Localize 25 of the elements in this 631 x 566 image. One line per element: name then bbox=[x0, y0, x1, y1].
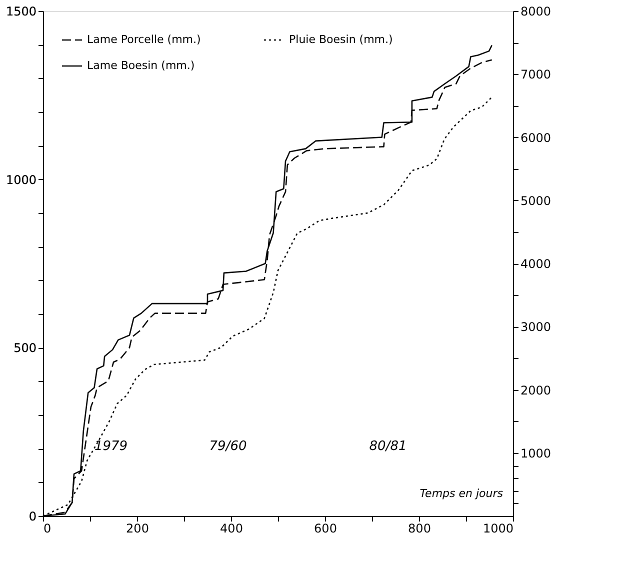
y-tick-label: 0 bbox=[28, 510, 36, 524]
y-tick-label: 500 bbox=[14, 341, 36, 356]
legend-label: Pluie Boesin (mm.) bbox=[289, 33, 393, 46]
y-tick-label: 1500 bbox=[6, 4, 36, 18]
y2-tick-label: 8000 bbox=[520, 4, 552, 18]
y2-tick-label: 6000 bbox=[520, 130, 552, 145]
x-tick-label: 600 bbox=[314, 522, 337, 536]
y-tick-label: 1000 bbox=[6, 172, 36, 187]
x-tick-label: 800 bbox=[408, 522, 431, 536]
annotation: 80/81 bbox=[369, 439, 407, 454]
x-tick-label: 200 bbox=[126, 522, 149, 536]
y2-tick-label: 7000 bbox=[520, 68, 552, 82]
x-axis-title: Temps en jours bbox=[420, 487, 504, 500]
y2-tick-label: 5000 bbox=[520, 194, 552, 208]
annotation: 79/60 bbox=[209, 439, 247, 454]
x-tick-label: 1000 bbox=[482, 522, 514, 536]
x-tick-label: 400 bbox=[220, 522, 243, 536]
x-tick-label: 0 bbox=[44, 522, 52, 536]
y2-tick-label: 3000 bbox=[520, 320, 552, 334]
y2-tick-label: 1000 bbox=[520, 446, 552, 460]
annotation: 1979 bbox=[94, 439, 128, 454]
y2-tick-label: 2000 bbox=[520, 383, 552, 398]
y2-tick-label: 4000 bbox=[520, 257, 552, 271]
legend-label: Lame Porcelle (mm.) bbox=[87, 33, 201, 46]
legend-label: Lame Boesin (mm.) bbox=[87, 59, 195, 72]
